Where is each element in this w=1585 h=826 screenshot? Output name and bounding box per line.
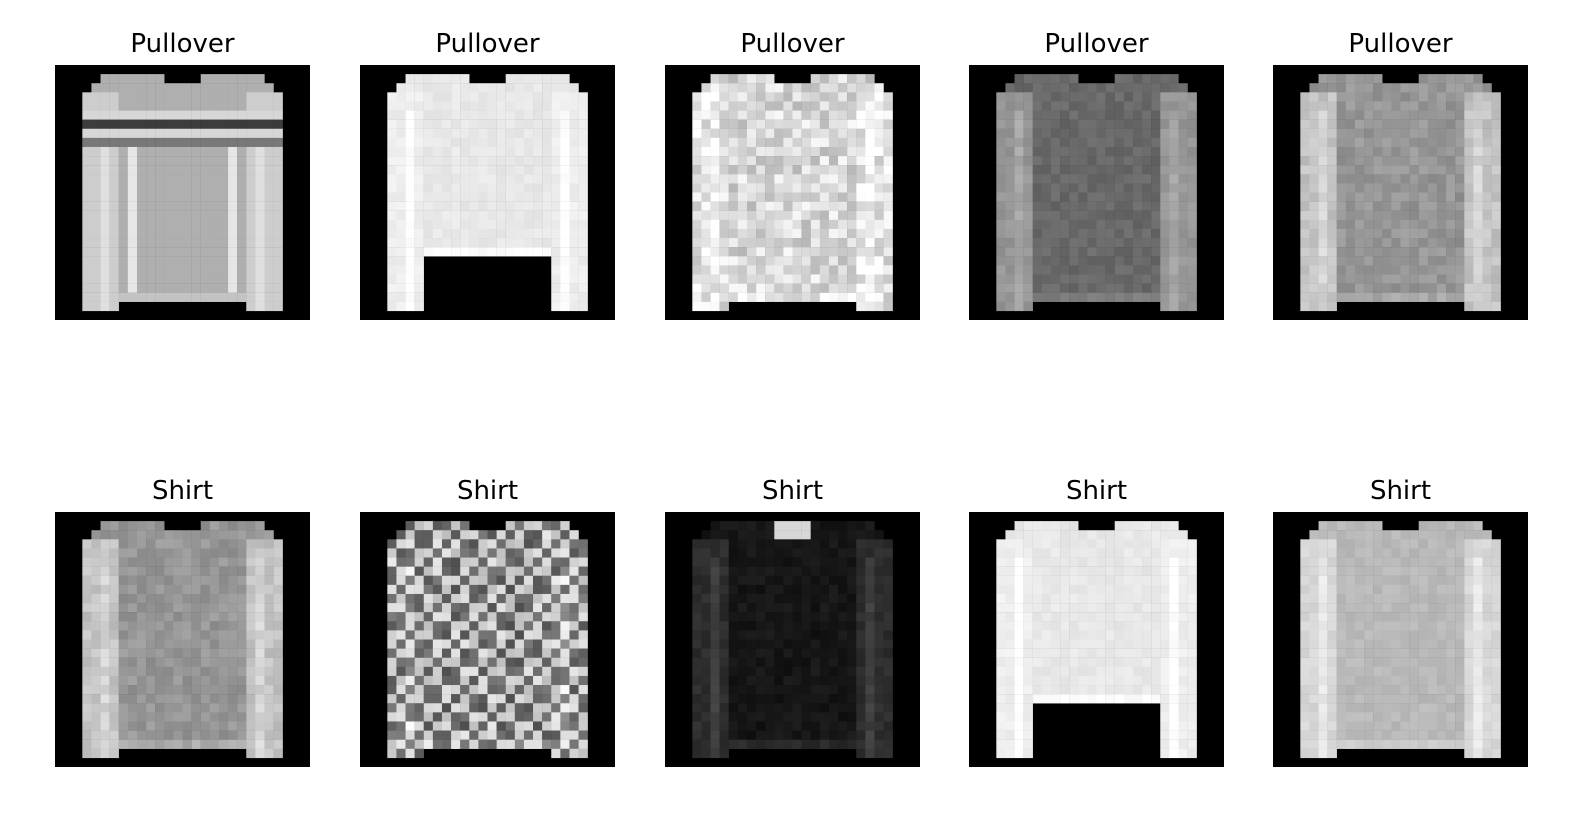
- clothing-thumbnail: [55, 512, 310, 767]
- clothing-thumbnail: [665, 65, 920, 320]
- clothing-thumbnail: [665, 512, 920, 767]
- image-title: Shirt: [1369, 476, 1432, 506]
- image-title: Pullover: [1348, 29, 1453, 59]
- clothing-thumbnail: [969, 512, 1224, 767]
- image-title: Pullover: [435, 29, 540, 59]
- clothing-thumbnail: [969, 65, 1224, 320]
- clothing-thumbnail: [1273, 65, 1528, 320]
- image-title: Shirt: [1065, 476, 1128, 506]
- image-title: Pullover: [740, 29, 845, 59]
- clothing-thumbnail: [1273, 512, 1528, 767]
- image-title: Pullover: [130, 29, 235, 59]
- image-title: Shirt: [761, 476, 824, 506]
- image-title: Shirt: [456, 476, 519, 506]
- image-title: Shirt: [151, 476, 214, 506]
- clothing-thumbnail: [55, 65, 310, 320]
- clothing-thumbnail: [360, 512, 615, 767]
- clothing-thumbnail: [360, 65, 615, 320]
- image-title: Pullover: [1044, 29, 1149, 59]
